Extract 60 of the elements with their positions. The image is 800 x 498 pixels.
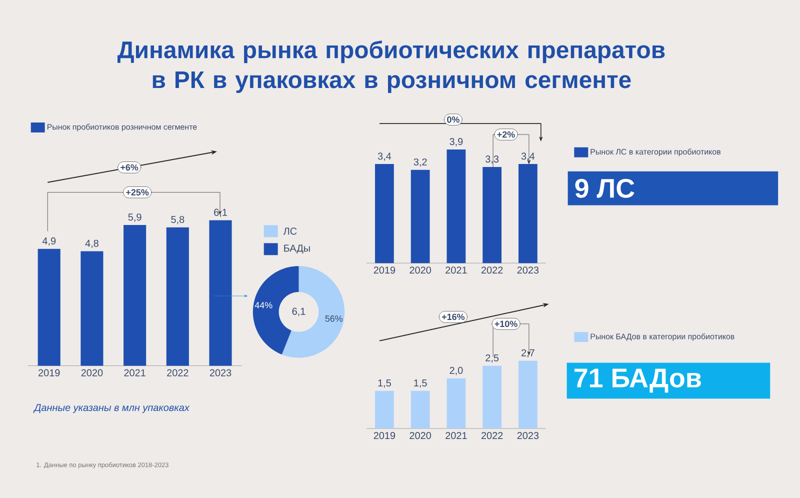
x-tick-label: 2019: [374, 266, 396, 274]
bar: [446, 378, 466, 428]
x-tick-label: 2022: [167, 369, 188, 376]
data-label: 6,1: [214, 208, 227, 217]
data-label: 1,5: [414, 379, 427, 388]
data-label: 44%: [254, 302, 272, 308]
bar: [166, 227, 189, 366]
x-tick-label: 2019: [374, 432, 396, 439]
data-label: 4,8: [85, 240, 98, 248]
x-tick-label: 2021: [446, 432, 467, 439]
bar: [375, 390, 394, 428]
bar: [518, 360, 538, 428]
text: Динамика рынка пробиотических препаратов в РК в упаковках в розничном сегменте: [117, 40, 665, 93]
bar: [482, 166, 502, 263]
data-label: 3,3: [486, 155, 499, 164]
text: Данные указаны в млн упаковках: [33, 404, 190, 413]
text: 0%: [447, 116, 460, 123]
x-tick-label: 2020: [81, 369, 103, 376]
x-tick-label: 2023: [517, 432, 539, 439]
x-tick-label: 2020: [410, 432, 432, 439]
x-tick-label: 2020: [410, 266, 432, 274]
bar: [518, 164, 538, 263]
text: +6%: [120, 164, 138, 170]
legend-label: ЛС: [283, 228, 297, 235]
bar: [209, 220, 232, 366]
text: 71 БАДов: [574, 368, 701, 392]
x-tick-label: 2019: [38, 369, 60, 376]
bar: [80, 251, 104, 366]
data-label: 2,7: [522, 349, 534, 358]
bar: [375, 164, 394, 263]
x-tick-label: 2022: [481, 266, 503, 274]
text: 6,1: [292, 308, 306, 316]
bar: [482, 366, 502, 428]
data-label: 5,9: [128, 213, 142, 222]
data-label: 4,9: [42, 237, 56, 246]
bar: [410, 390, 430, 428]
bar: [446, 149, 466, 263]
x-tick-label: 2021: [446, 266, 467, 274]
bar: [124, 224, 146, 366]
text: +16%: [442, 314, 465, 320]
text: +25%: [126, 189, 149, 196]
text: +10%: [494, 320, 518, 327]
x-tick-label: 2021: [124, 369, 146, 376]
x-tick-label: 2023: [210, 369, 232, 376]
data-label: 3,9: [450, 138, 463, 146]
data-label: 2,5: [486, 354, 499, 362]
data-label: 3,4: [378, 152, 392, 161]
text: +2%: [497, 131, 515, 138]
data-label: 5,8: [171, 216, 184, 224]
x-tick-label: 2022: [481, 432, 503, 439]
bar: [410, 170, 430, 263]
x-tick-label: 2023: [517, 266, 539, 274]
data-label: 56%: [325, 315, 343, 322]
data-label: 1,5: [378, 379, 391, 388]
legend-label: БАДы: [284, 244, 310, 254]
data-label: 3,4: [521, 152, 535, 161]
bar: [38, 248, 60, 366]
data-label: 2,0: [450, 366, 463, 376]
text: 9 ЛС: [575, 178, 634, 198]
data-label: 3,2: [414, 158, 427, 167]
